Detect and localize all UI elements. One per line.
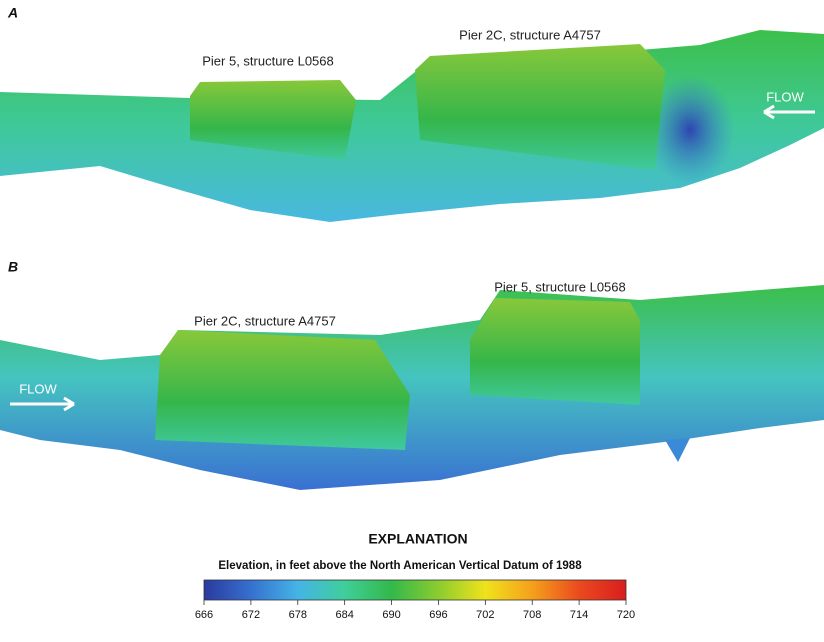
tick-label: 720	[617, 609, 635, 621]
pier-label: Pier 2C, structure A4757	[459, 27, 601, 42]
flow-label: FLOW	[19, 381, 57, 396]
pier-block	[470, 298, 640, 405]
explanation: EXPLANATION Elevation, in feet above the…	[195, 531, 635, 621]
panel-label: B	[8, 259, 18, 275]
scour-hole	[645, 75, 735, 185]
colorbar	[203, 579, 627, 601]
pier-label: Pier 5, structure L0568	[202, 53, 334, 68]
tick-label: 714	[570, 609, 588, 621]
panel-a: A Pier 5, structure L0568 Pier 2C, struc…	[0, 5, 824, 222]
tick-label: 672	[242, 609, 260, 621]
scour-tail	[665, 438, 690, 462]
pier-label: Pier 5, structure L0568	[494, 279, 626, 294]
pier-block	[190, 80, 356, 160]
tick-label: 696	[429, 609, 447, 621]
flow-arrow	[10, 396, 75, 412]
tick-label: 702	[476, 609, 494, 621]
tick-label: 708	[523, 609, 541, 621]
pier-label: Pier 2C, structure A4757	[194, 313, 336, 328]
tick-label: 666	[195, 609, 213, 621]
pier-block	[415, 44, 665, 170]
legend-title: EXPLANATION	[368, 531, 467, 547]
terrain	[0, 285, 824, 490]
pier-block	[155, 330, 410, 450]
tick-label: 684	[335, 609, 353, 621]
flow-arrow	[763, 104, 815, 120]
flow-label: FLOW	[766, 89, 804, 104]
tick-label: 690	[382, 609, 400, 621]
legend-subtitle: Elevation, in feet above the North Ameri…	[218, 560, 582, 572]
panel-label: A	[7, 5, 18, 21]
tick-label: 678	[289, 609, 307, 621]
panel-b: B Pier 2C, structure A4757 Pier 5, struc…	[0, 259, 824, 490]
